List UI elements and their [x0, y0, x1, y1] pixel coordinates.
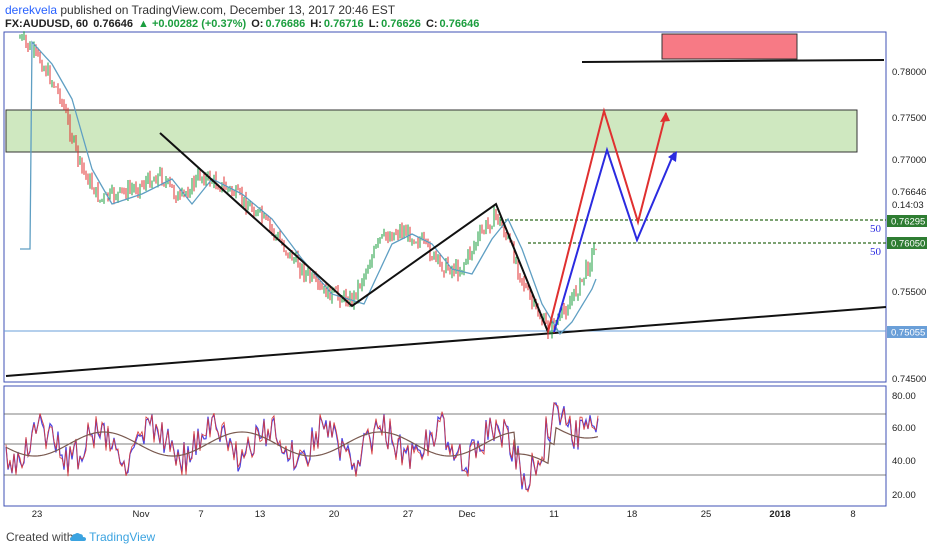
- tick-75055: 0.75055: [891, 328, 925, 339]
- price-axis[interactable]: 0.78000 0.77500 0.77000 0.76646 0.14:03 …: [887, 67, 927, 385]
- time-13: 13: [255, 509, 266, 520]
- zigzag-pattern[interactable]: [159, 132, 549, 333]
- created-with-text: Created with: [6, 530, 74, 544]
- price-pane[interactable]: [3, 31, 887, 383]
- tradingview-logo[interactable]: TradingView: [70, 530, 155, 544]
- close-value: 0.76646: [439, 18, 480, 30]
- symbol-label[interactable]: FX:AUDUSD, 60: [5, 18, 89, 30]
- rsi-tick-80: 80.00: [892, 391, 916, 402]
- time-23: 23: [32, 509, 43, 520]
- time-20: 20: [329, 509, 340, 520]
- high-label: H:: [310, 18, 322, 30]
- blue-arrow-head: [668, 151, 677, 162]
- resistance-zone[interactable]: [5, 109, 858, 153]
- time-dec: Dec: [459, 509, 476, 520]
- open-label: O:: [251, 18, 264, 30]
- footer: Created with TradingView: [0, 522, 932, 550]
- time-11: 11: [549, 509, 559, 520]
- price-badge-76050: [887, 237, 927, 249]
- price-badge-75055: [887, 326, 927, 338]
- time-18: 18: [627, 509, 638, 520]
- tick-78000: 0.78000: [892, 67, 926, 78]
- rsi-signal-line: [5, 401, 599, 493]
- blue-projection-path[interactable]: [553, 146, 675, 333]
- target-zone[interactable]: [661, 33, 798, 60]
- countdown: 0.14:03: [892, 200, 924, 211]
- tick-76295: 0.76295: [891, 217, 925, 228]
- chart-area[interactable]: 50 50 0.78000 0.77500 0.77000 0.76646 0.…: [0, 0, 932, 522]
- time-25: 25: [701, 509, 712, 520]
- published-text: published on TradingView.com, December 1…: [60, 3, 396, 17]
- candle-series: [19, 31, 597, 340]
- time-27: 27: [403, 509, 414, 520]
- time-nov: Nov: [133, 509, 150, 520]
- rsi-tick-40: 40.00: [892, 456, 916, 467]
- red-projection-path[interactable]: [547, 107, 667, 333]
- time-8: 8: [850, 509, 855, 520]
- tick-77000: 0.77000: [892, 155, 926, 166]
- time-7: 7: [198, 509, 203, 520]
- red-arrow-head: [660, 112, 670, 122]
- publish-info: derekvela published on TradingView.com, …: [5, 3, 395, 17]
- rsi-tick-20: 20.00: [892, 490, 916, 501]
- tick-77500: 0.77500: [892, 113, 926, 124]
- ohlc-legend: FX:AUDUSD, 60 0.76646 ▲ +0.00282 (+0.37%…: [5, 18, 481, 30]
- price-change: ▲ +0.00282 (+0.37%): [138, 18, 247, 30]
- rsi-pane[interactable]: [3, 385, 887, 507]
- low-label: L:: [368, 18, 380, 30]
- brand-name: TradingView: [89, 530, 156, 544]
- tick-75500: 0.75500: [892, 287, 926, 298]
- tick-76050: 0.76050: [891, 239, 925, 250]
- fib-label-upper: 50: [870, 223, 882, 235]
- time-2018: 2018: [769, 509, 790, 520]
- fib-label-lower: 50: [870, 246, 882, 258]
- tick-76646: 0.76646: [892, 187, 926, 198]
- time-axis[interactable]: 23 Nov 7 13 20 27 Dec 11 18 25 2018 8: [32, 509, 856, 520]
- last-price: 0.76646: [93, 18, 133, 30]
- author-link[interactable]: derekvela: [5, 3, 58, 17]
- low-value: 0.76626: [381, 18, 421, 30]
- rsi-axis[interactable]: 80.00 60.00 40.00 20.00: [892, 391, 916, 501]
- ascending-trendline[interactable]: [5, 306, 887, 377]
- close-label: C:: [425, 18, 438, 30]
- rsi-tick-60: 60.00: [892, 423, 916, 434]
- cloud-icon: [70, 533, 86, 541]
- open-value: 0.76686: [265, 18, 306, 30]
- tick-74500: 0.74500: [892, 374, 926, 385]
- moving-average-line: [20, 40, 597, 336]
- resistance-line[interactable]: [581, 59, 885, 63]
- price-badge-76295: [887, 215, 927, 227]
- high-value: 0.76716: [323, 18, 364, 30]
- rsi-average-line: [5, 426, 599, 465]
